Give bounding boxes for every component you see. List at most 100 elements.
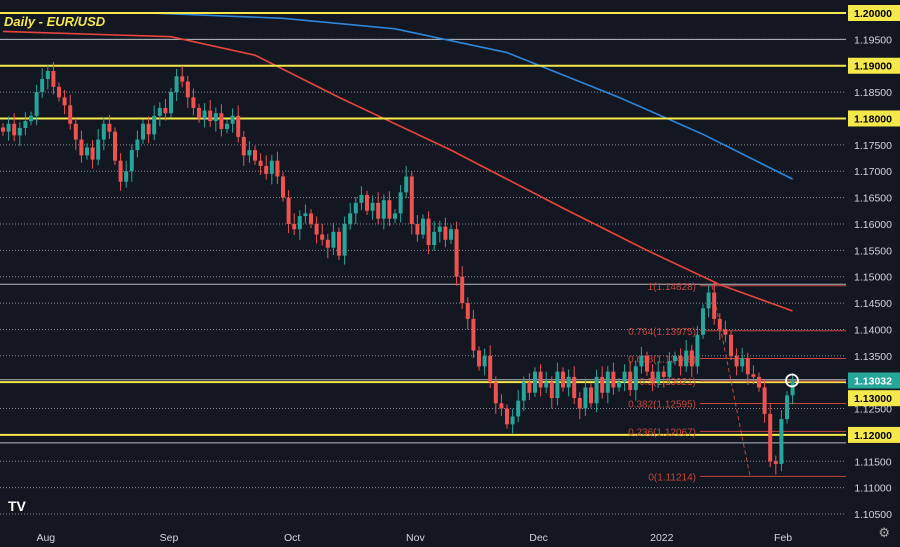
candle-body — [320, 234, 325, 240]
candle-body — [527, 382, 532, 393]
y-tick-label: 1.14500 — [854, 298, 892, 310]
candle-body — [376, 202, 381, 219]
candle-body — [241, 136, 246, 156]
candle-body — [124, 171, 129, 182]
candle-body — [645, 355, 649, 372]
candle-body — [695, 334, 700, 367]
candle-body — [404, 176, 409, 193]
candle-body — [90, 147, 95, 160]
moving-average-slow — [3, 12, 793, 180]
level-label: 1.19000 — [854, 61, 892, 73]
candle-body — [337, 231, 341, 256]
candle-body — [415, 223, 420, 235]
candle-body — [611, 371, 616, 388]
candle-body — [303, 213, 308, 217]
price-axis — [846, 0, 900, 547]
candle-body — [129, 150, 134, 172]
candle-body — [488, 355, 493, 383]
candle-body — [628, 371, 633, 391]
candle-body — [113, 131, 117, 161]
candle-body — [57, 86, 61, 98]
gear-icon[interactable]: ⚙ — [878, 525, 890, 540]
candle-body — [768, 413, 773, 462]
tradingview-logo[interactable]: TV — [8, 498, 26, 514]
candle-body — [236, 115, 241, 137]
candle-body — [292, 223, 297, 230]
level-label-box — [848, 426, 900, 443]
candle-body — [225, 123, 229, 130]
candle-body — [482, 355, 487, 367]
candle-body — [12, 123, 17, 136]
candle-body — [146, 123, 151, 135]
fib-label: 0.764(1.13975) — [628, 327, 696, 338]
x-tick-label: Dec — [529, 532, 548, 544]
fib-label: 0.236(1.12067) — [628, 427, 696, 438]
y-tick-label: 1.19500 — [854, 34, 892, 46]
y-tick-label: 1.11500 — [854, 456, 891, 468]
candle-body — [510, 416, 515, 425]
candle-body — [219, 113, 224, 130]
fib-label: 0(1.11214) — [648, 472, 696, 483]
candle-body — [79, 139, 84, 156]
candle-body — [717, 318, 722, 330]
candle-body — [247, 150, 252, 156]
fib-label: 0.382(1.12595) — [628, 400, 696, 411]
candle-body — [706, 292, 711, 309]
candle-body — [309, 213, 313, 224]
candle-body — [45, 71, 50, 79]
candle-body — [325, 239, 330, 248]
candle-body — [538, 371, 543, 388]
candle-body — [381, 200, 386, 219]
candle-body — [348, 213, 353, 224]
candle-body — [191, 97, 196, 108]
candle-body — [656, 371, 661, 383]
level-label: 1.18000 — [854, 113, 892, 125]
candle-body — [454, 229, 459, 277]
candle-body — [286, 197, 291, 224]
current-price-label: 1.13032 — [854, 375, 892, 387]
candle-body — [689, 350, 694, 367]
candle-body — [342, 223, 347, 256]
candle-body — [96, 139, 101, 160]
candle-body — [773, 461, 778, 464]
candle-body — [701, 308, 705, 335]
candle-body — [353, 202, 358, 214]
candle-body — [398, 192, 403, 214]
x-tick-label: Oct — [284, 532, 300, 544]
candle-body — [762, 387, 767, 414]
candle-body — [275, 160, 280, 177]
candle-body — [745, 358, 750, 375]
candle-body — [790, 380, 795, 396]
x-tick-label: Sep — [160, 532, 179, 544]
candle-body — [169, 92, 173, 114]
candle-body — [600, 376, 605, 393]
level-label: 1.13000 — [854, 393, 892, 405]
candle-body — [197, 107, 201, 119]
candle-body — [549, 382, 554, 399]
candle-body — [589, 387, 593, 404]
candle-body — [577, 398, 582, 409]
y-tick-label: 1.16500 — [854, 193, 892, 205]
x-tick-label: 2022 — [650, 532, 674, 544]
candle-body — [101, 123, 106, 140]
candle-body — [68, 105, 73, 124]
candle-body — [359, 194, 364, 203]
candle-body — [370, 202, 375, 211]
candle-body — [594, 376, 599, 404]
candle-body — [264, 165, 269, 174]
y-tick-label: 1.13500 — [854, 351, 892, 363]
y-tick-label: 1.18500 — [854, 87, 892, 99]
candle-body — [85, 147, 89, 156]
y-tick-label: 1.17000 — [854, 166, 892, 178]
candle-body — [437, 226, 442, 232]
candle-body — [493, 382, 498, 404]
y-tick-label: 1.14000 — [854, 324, 892, 336]
candle-body — [443, 226, 448, 240]
candle-body — [409, 176, 414, 224]
candle-body — [230, 115, 235, 124]
candle-body — [740, 358, 745, 367]
candle-body — [757, 376, 761, 388]
candle-body — [6, 123, 11, 132]
